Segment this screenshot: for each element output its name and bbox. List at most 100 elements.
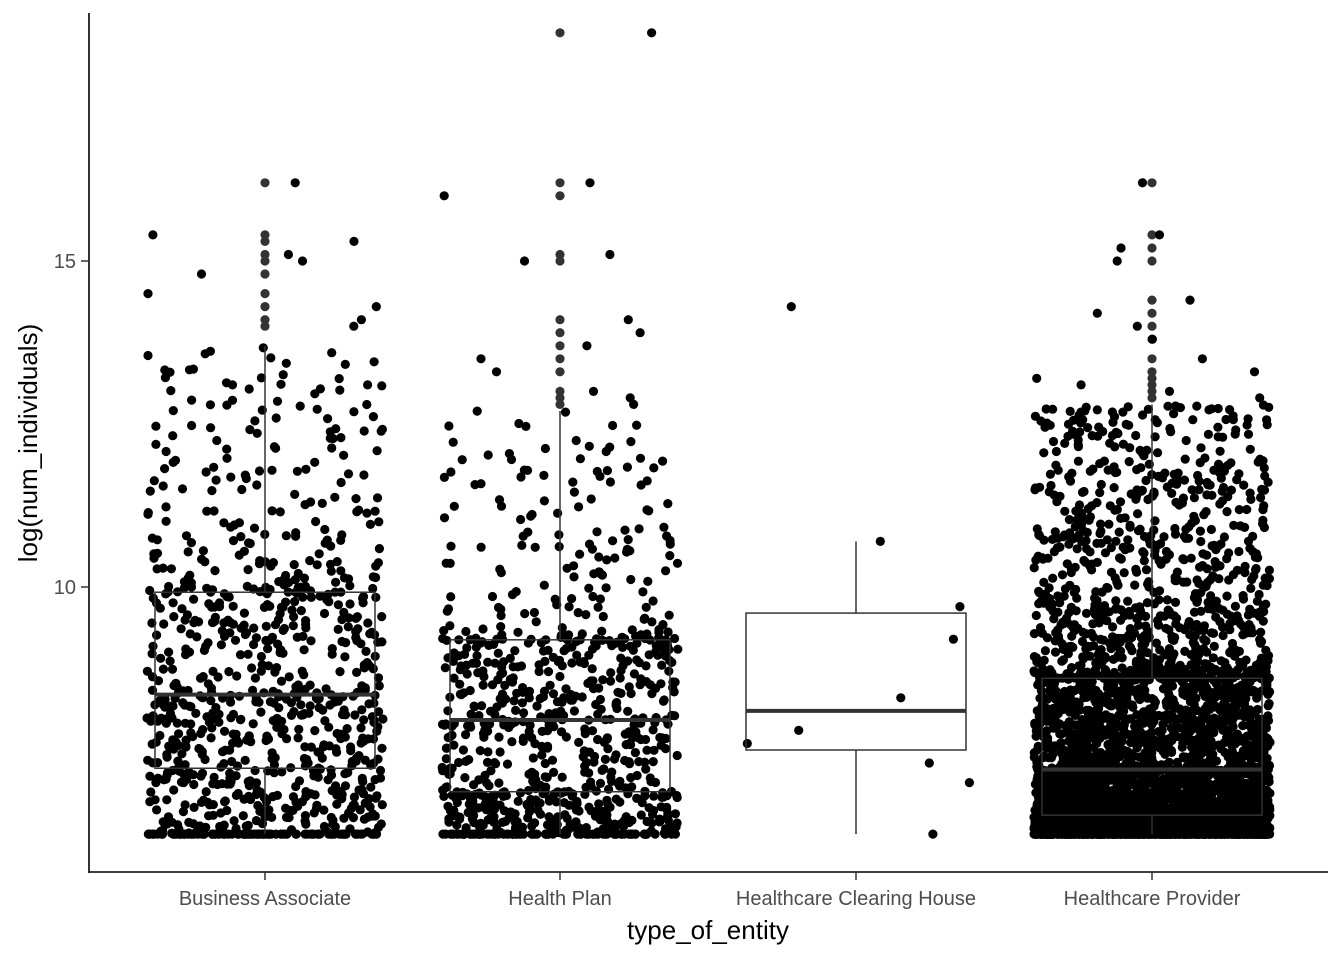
data-point xyxy=(1171,401,1181,411)
data-point xyxy=(213,672,223,682)
data-point xyxy=(276,602,286,613)
data-point xyxy=(1033,680,1043,690)
data-point xyxy=(484,781,494,791)
data-point xyxy=(1082,527,1092,538)
data-point xyxy=(595,594,606,604)
data-point xyxy=(534,666,544,677)
data-point xyxy=(312,404,322,414)
data-point xyxy=(1256,637,1267,647)
data-point xyxy=(586,494,596,504)
data-point xyxy=(1224,548,1234,558)
data-point xyxy=(243,777,253,787)
data-point xyxy=(461,626,471,637)
data-point xyxy=(1097,806,1107,816)
data-point xyxy=(340,359,350,369)
data-point xyxy=(513,796,523,807)
data-point xyxy=(358,592,369,602)
outlier-point xyxy=(555,249,565,260)
data-point xyxy=(1055,729,1065,739)
data-point xyxy=(1117,663,1127,673)
data-point xyxy=(267,754,277,764)
data-point xyxy=(634,757,644,767)
data-point xyxy=(1181,435,1191,446)
data-point xyxy=(530,769,540,779)
data-point xyxy=(559,646,569,656)
data-point xyxy=(529,607,540,618)
data-point xyxy=(1060,506,1070,516)
data-point xyxy=(290,489,300,499)
data-point xyxy=(461,823,471,833)
data-point xyxy=(626,437,636,447)
data-point xyxy=(1213,432,1223,442)
data-point xyxy=(1142,598,1152,608)
data-point xyxy=(626,574,636,585)
outlier-point xyxy=(260,178,270,188)
data-point xyxy=(235,650,246,660)
data-point xyxy=(256,651,266,662)
data-point xyxy=(209,462,219,472)
data-point xyxy=(178,807,188,817)
outlier-point xyxy=(260,230,270,240)
data-point xyxy=(335,667,345,677)
data-point xyxy=(632,420,642,430)
data-point xyxy=(367,627,377,638)
data-point xyxy=(359,470,369,480)
data-point xyxy=(181,735,191,745)
data-point xyxy=(1261,685,1271,696)
data-point xyxy=(590,751,600,762)
data-point xyxy=(301,623,311,633)
data-point xyxy=(462,643,472,653)
data-point xyxy=(1058,655,1068,665)
data-point xyxy=(535,798,545,808)
data-point xyxy=(647,689,657,699)
data-point xyxy=(208,779,218,789)
data-point xyxy=(284,672,294,682)
data-point xyxy=(297,256,308,266)
data-point xyxy=(208,800,218,810)
data-point xyxy=(343,622,353,632)
data-point xyxy=(581,610,591,620)
data-point xyxy=(1104,714,1114,724)
data-point xyxy=(572,650,582,660)
data-point xyxy=(481,798,491,808)
data-point xyxy=(375,773,386,783)
data-point xyxy=(245,425,255,435)
data-point xyxy=(368,412,378,422)
data-point xyxy=(664,610,674,620)
data-point xyxy=(246,737,256,747)
data-point xyxy=(567,658,577,668)
data-point xyxy=(372,726,382,736)
data-point xyxy=(525,802,535,812)
data-point xyxy=(230,635,241,645)
data-point xyxy=(319,805,329,815)
data-point xyxy=(349,792,359,802)
data-point xyxy=(346,746,356,756)
data-point xyxy=(1094,422,1104,432)
data-point xyxy=(465,720,475,730)
data-point xyxy=(1068,415,1079,425)
data-point xyxy=(1031,610,1041,621)
data-point xyxy=(569,487,580,497)
data-point xyxy=(256,804,266,814)
data-point xyxy=(1264,565,1274,575)
data-point xyxy=(1172,783,1182,794)
data-point xyxy=(310,726,320,736)
data-point xyxy=(446,541,456,551)
data-point xyxy=(1092,405,1102,415)
data-point xyxy=(530,542,540,552)
data-point xyxy=(600,754,611,765)
data-point xyxy=(648,757,658,767)
data-point xyxy=(269,442,279,452)
data-point xyxy=(1092,538,1102,549)
data-point xyxy=(196,269,207,279)
data-point xyxy=(181,531,192,541)
data-point xyxy=(326,566,336,576)
data-point xyxy=(647,818,657,828)
data-point xyxy=(151,737,161,747)
data-point xyxy=(1225,625,1235,635)
data-point xyxy=(500,680,510,691)
data-point xyxy=(1030,411,1040,421)
data-point xyxy=(351,633,361,643)
data-point xyxy=(479,672,489,682)
